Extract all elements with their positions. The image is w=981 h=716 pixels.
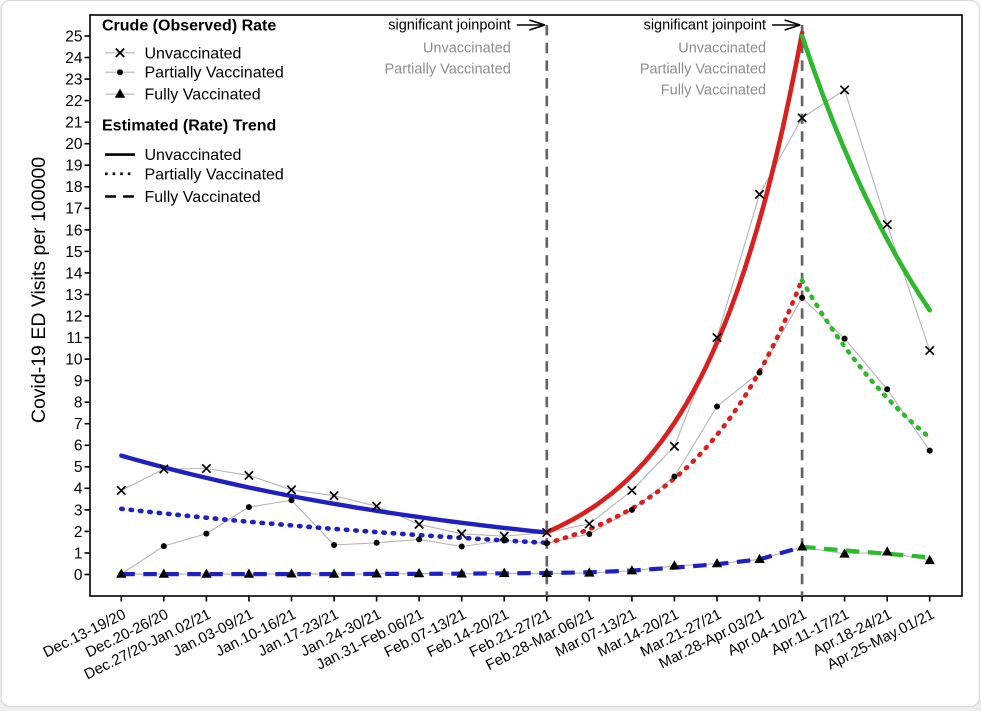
svg-text:Unvaccinated: Unvaccinated — [423, 40, 511, 56]
svg-text:Covid-19 ED Visits per 100000: Covid-19 ED Visits per 100000 — [28, 157, 50, 423]
svg-text:24: 24 — [65, 50, 83, 67]
svg-text:Estimated (Rate) Trend: Estimated (Rate) Trend — [102, 118, 276, 135]
svg-text:21: 21 — [65, 115, 82, 132]
svg-text:18: 18 — [65, 179, 82, 196]
svg-text:significant joinpoint: significant joinpoint — [388, 18, 511, 34]
svg-text:22: 22 — [65, 93, 82, 110]
svg-text:Partially Vaccinated: Partially Vaccinated — [385, 62, 511, 78]
svg-text:10: 10 — [65, 352, 83, 369]
svg-text:12: 12 — [65, 308, 82, 325]
svg-text:16: 16 — [65, 222, 82, 239]
svg-text:13: 13 — [65, 287, 82, 304]
svg-text:Partially Vaccinated: Partially Vaccinated — [640, 62, 766, 78]
svg-text:5: 5 — [74, 459, 83, 476]
svg-text:25: 25 — [65, 28, 82, 45]
svg-text:Fully Vaccinated: Fully Vaccinated — [145, 87, 261, 104]
svg-text:Crude (Observed) Rate: Crude (Observed) Rate — [102, 18, 276, 35]
svg-text:2: 2 — [74, 524, 83, 541]
svg-text:Fully Vaccinated: Fully Vaccinated — [145, 189, 261, 206]
svg-text:1: 1 — [74, 545, 83, 562]
svg-text:Partially Vaccinated: Partially Vaccinated — [145, 166, 284, 183]
svg-text:Partially Vaccinated: Partially Vaccinated — [145, 65, 284, 82]
svg-text:Unvaccinated: Unvaccinated — [678, 40, 766, 56]
svg-text:15: 15 — [65, 244, 82, 261]
svg-text:3: 3 — [74, 502, 83, 519]
svg-text:7: 7 — [74, 416, 83, 433]
svg-text:11: 11 — [66, 330, 82, 347]
svg-text:6: 6 — [74, 438, 83, 455]
svg-text:17: 17 — [65, 201, 82, 218]
svg-text:4: 4 — [74, 481, 83, 498]
svg-text:Fully Vaccinated: Fully Vaccinated — [661, 83, 766, 99]
svg-text:19: 19 — [65, 158, 82, 175]
svg-text:23: 23 — [65, 72, 82, 89]
svg-text:9: 9 — [74, 373, 83, 390]
svg-text:8: 8 — [74, 395, 83, 412]
svg-text:0: 0 — [74, 567, 83, 584]
svg-text:significant joinpoint: significant joinpoint — [644, 18, 767, 34]
svg-text:14: 14 — [65, 265, 83, 282]
svg-text:20: 20 — [65, 136, 83, 153]
svg-text:Unvaccinated: Unvaccinated — [145, 45, 242, 62]
svg-text:Unvaccinated: Unvaccinated — [145, 147, 242, 164]
